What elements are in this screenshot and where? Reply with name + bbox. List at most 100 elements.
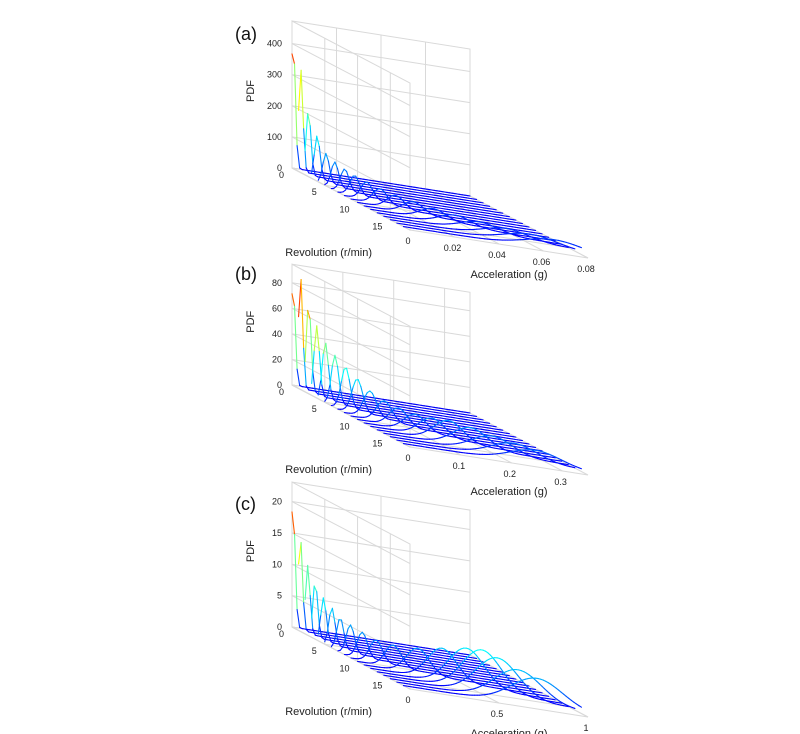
curve-segment-rev-1 xyxy=(303,602,307,630)
curve-segment-rev-14 xyxy=(505,675,509,680)
curve-segment-rev-10 xyxy=(410,420,415,425)
curve-segment-rev-2 xyxy=(304,112,309,151)
x-tick-label: 0.06 xyxy=(533,257,551,267)
curve-segment-rev-4 xyxy=(322,152,327,163)
curve-segment-rev-1 xyxy=(298,278,302,318)
curve-segment-rev-14 xyxy=(459,661,464,666)
curve-segment-rev-5 xyxy=(342,399,346,406)
curve-segment-rev-6 xyxy=(343,168,348,172)
curve-segment-rev-4 xyxy=(317,174,322,181)
curve-segment-rev-12 xyxy=(426,655,430,660)
curve-segment-rev-12 xyxy=(446,429,451,433)
curve-segment-rev-8 xyxy=(369,390,373,394)
curve-segment-rev-13 xyxy=(450,654,455,658)
x-tick-label: 0.08 xyxy=(577,264,595,274)
curve-segment-rev-6 xyxy=(338,380,343,395)
curve-segment-rev-12 xyxy=(443,426,448,431)
curve-segment-rev-11 xyxy=(401,657,406,662)
curve-segment-rev-0 xyxy=(291,293,296,307)
curve-segment-rev-3 xyxy=(313,585,318,593)
curve-segment-rev-11 xyxy=(409,649,413,653)
curve-segment-rev-15 xyxy=(524,683,529,688)
curve-segment-rev-7 xyxy=(360,385,364,397)
curve-segment-rev-8 xyxy=(361,631,366,637)
curve-segment-rev-13 xyxy=(486,668,490,674)
curve-segment-rev-8 xyxy=(366,642,371,652)
curve-segment-rev-2 xyxy=(304,309,309,363)
curve-segment-rev-13 xyxy=(437,667,442,671)
curve-segment-rev-4 xyxy=(330,174,335,183)
curve-segment-rev-10 xyxy=(407,417,412,422)
curve-segment-rev-7 xyxy=(347,624,352,630)
curve-segment-rev-5 xyxy=(331,354,336,367)
curve-segment-rev-10 xyxy=(387,645,392,649)
z-axis-label: PDF xyxy=(245,540,257,562)
y-tick-label: 15 xyxy=(372,222,382,232)
curve-segment-rev-8 xyxy=(356,634,361,643)
curve-segment-rev-5 xyxy=(324,631,328,643)
curve-segment-rev-4 xyxy=(320,597,324,616)
curve-segment-rev-6 xyxy=(333,631,337,644)
curve-segment-rev-2 xyxy=(309,595,314,630)
x-tick-label: 1 xyxy=(583,723,588,733)
curve-segment-rev-9 xyxy=(378,642,383,649)
curve-segment-rev-2 xyxy=(309,125,314,164)
curve-segment-rev-2 xyxy=(307,309,311,320)
x-tick-label: 0.04 xyxy=(488,250,506,260)
curve-segment-rev-6 xyxy=(348,178,353,188)
curve-segment-rev-10 xyxy=(402,410,407,416)
curve-segment-rev-10 xyxy=(395,645,399,651)
y-tick-label: 0 xyxy=(279,629,284,639)
curve-segment-rev-17 xyxy=(578,705,582,708)
curve-segment-rev-10 xyxy=(400,408,404,412)
curve-segment-rev-15 xyxy=(522,680,526,685)
x-tick-label: 0.3 xyxy=(554,477,567,487)
curve-segment-rev-11 xyxy=(404,654,408,659)
curve-segment-rev-6 xyxy=(340,168,345,175)
curve-segment-rev-14 xyxy=(497,664,502,670)
curve-segment-rev-5 xyxy=(339,178,344,187)
curve-segment-rev-9 xyxy=(393,413,398,419)
curve-segment-rev-8 xyxy=(376,197,381,201)
curve-segment-rev-0 xyxy=(296,145,301,169)
curve-segment-rev-3 xyxy=(321,384,325,397)
panel-label: (b) xyxy=(235,264,257,284)
curve-segment-rev-10 xyxy=(387,411,392,416)
curve-segment-rev-9 xyxy=(383,191,388,196)
curve-segment-rev-6 xyxy=(346,644,350,651)
curve-segment-rev-5 xyxy=(331,607,336,624)
curve-segment-rev-3 xyxy=(313,325,318,352)
curve-segment-rev-2 xyxy=(307,112,311,127)
tick-labels: 0 5 10 15 20 0 5 10 15 0 0.5 1 xyxy=(272,497,589,733)
curve-segment-rev-12 xyxy=(446,650,451,654)
curve-segment-rev-6 xyxy=(353,403,358,409)
curve-segment-rev-13 xyxy=(463,430,467,435)
curve-segment-rev-6 xyxy=(335,393,340,403)
curve-segment-rev-7 xyxy=(339,646,344,651)
curve-segment-rev-1 xyxy=(298,69,302,111)
y-tick-label: 0 xyxy=(279,170,284,180)
curve-segment-rev-3 xyxy=(311,350,315,385)
curve-segment-rev-6 xyxy=(335,180,340,187)
tick-labels: 0 100 200 300 400 0 5 10 15 0 0.02 0.04 0.06 0.08 xyxy=(267,39,595,274)
curve-segment-rev-12 xyxy=(423,658,428,663)
curve-segment-rev-9 xyxy=(380,647,385,655)
curve-segment-rev-8 xyxy=(371,655,376,659)
curve-segment-rev-2 xyxy=(304,564,309,601)
curve-segment-rev-11 xyxy=(429,661,434,667)
curve-segment-rev-13 xyxy=(488,672,493,677)
x-tick-label: 0 xyxy=(405,236,410,246)
y-tick-label: 10 xyxy=(340,663,350,673)
z-tick-label: 80 xyxy=(272,278,282,288)
curve-segment-rev-10 xyxy=(400,197,404,202)
curve-segment-rev-9 xyxy=(368,194,372,199)
curve-segment-rev-6 xyxy=(340,368,345,382)
curve-segment-rev-11 xyxy=(424,421,429,425)
curve-segment-rev-5 xyxy=(334,161,339,170)
curve-segment-rev-6 xyxy=(348,378,353,395)
curve-segment-rev-14 xyxy=(507,678,512,683)
curve-segment-rev-11 xyxy=(399,660,403,664)
curve-segment-rev-3 xyxy=(316,135,320,148)
curve-segment-rev-0 xyxy=(293,305,298,370)
